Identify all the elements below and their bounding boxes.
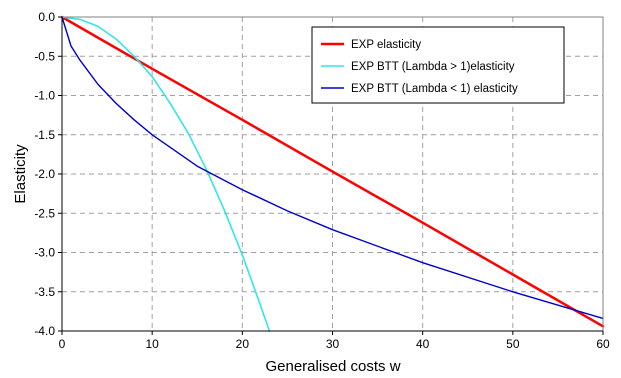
x-tick-label: 10 xyxy=(145,337,159,351)
tick-labels: 0 10 20 30 40 50 60 0.0 -0.5 -1.0 -1.5 -2.0 -2.5 -3.0… xyxy=(34,10,610,351)
x-tick-label: 60 xyxy=(596,337,610,351)
series-lines xyxy=(60,15,605,332)
y-tick-label: 0.0 xyxy=(38,10,55,24)
legend-box xyxy=(311,26,565,104)
x-axis-label: Generalised costs w xyxy=(265,358,400,375)
legend-label-3: EXP BTT (Lambda < 1) elasticity xyxy=(351,83,518,95)
y-axis-label: Elasticity xyxy=(12,144,29,204)
x-tick-label: 0 xyxy=(59,337,66,351)
y-tick-label: -2.5 xyxy=(34,206,55,220)
y-tick-label: -3.0 xyxy=(34,246,55,260)
legend-label-2: EXP BTT (Lambda > 1)elasticity xyxy=(351,61,515,73)
series-line-2 xyxy=(61,16,271,332)
y-tick-label: -1.0 xyxy=(34,89,55,103)
series-line-1 xyxy=(60,15,605,328)
legend-label-1: EXP elasticity xyxy=(351,39,421,51)
x-tick-label: 40 xyxy=(416,337,430,351)
series-line-3 xyxy=(61,16,604,320)
y-tick-label: -1.5 xyxy=(34,128,55,142)
legend: EXP elasticity EXP BTT (Lambda > 1)elasti… xyxy=(311,26,565,104)
y-tick-label: -0.5 xyxy=(34,49,55,63)
axes xyxy=(58,16,604,335)
y-tick-label: -2.0 xyxy=(34,167,55,181)
y-tick-label: -4.0 xyxy=(34,324,55,338)
y-tick-label: -3.5 xyxy=(34,285,55,299)
x-tick-label: 20 xyxy=(236,337,250,351)
x-tick-label: 30 xyxy=(326,337,340,351)
x-tick-label: 50 xyxy=(506,337,520,351)
